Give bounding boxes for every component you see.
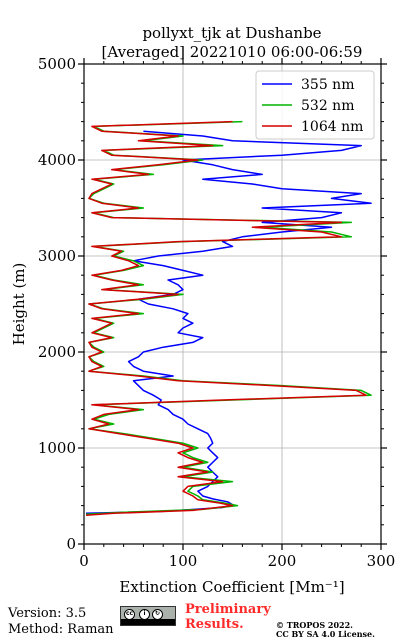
series-line-0 <box>85 130 372 515</box>
y-tick-label: 1000 <box>38 439 76 457</box>
legend: 355 nm 532 nm 1064 nm <box>255 70 375 140</box>
legend-label-355: 355 nm <box>301 77 354 93</box>
y-tick-label: 5000 <box>38 55 76 73</box>
x-tick-label: 0 <box>79 552 89 570</box>
legend-label-532: 532 nm <box>301 98 354 114</box>
x-axis-label: Extinction Coefficient [Mm⁻¹] <box>119 578 344 596</box>
y-tick-label: 3000 <box>38 247 76 265</box>
plot-lines <box>85 120 372 516</box>
x-tick-label: 300 <box>367 552 396 570</box>
series-line-1 <box>85 120 372 515</box>
chart-subtitle: [Averaged] 20221010 06:00-06:59 <box>102 43 363 61</box>
series-line-2 <box>85 120 367 516</box>
y-tick-label: 0 <box>66 535 76 553</box>
license-strip <box>121 619 175 625</box>
copyright-line-1: © TROPOS 2022. <box>276 620 353 630</box>
copyright-line-2: CC BY SA 4.0 License. <box>276 629 375 639</box>
x-tick-label: 200 <box>268 552 297 570</box>
y-tick-label: 2000 <box>38 343 76 361</box>
plot-frame <box>83 63 382 545</box>
legend-box <box>255 70 375 140</box>
preliminary-line-1: Preliminary <box>185 602 271 617</box>
x-tick-label: 100 <box>169 552 198 570</box>
preliminary-line-2: Results. <box>185 617 244 632</box>
chart-title: pollyxt_tjk at Dushanbe <box>142 24 321 42</box>
y-tick-label: 4000 <box>38 151 76 169</box>
y-axis-label: Height (m) <box>10 263 28 346</box>
preliminary-notice: Preliminary Results. <box>185 602 271 632</box>
method-text: Method: Raman <box>8 622 114 637</box>
cc-license-badge: cc i ↻ <box>120 606 176 626</box>
legend-label-1064: 1064 nm <box>301 119 363 135</box>
version-text: Version: 3.5 <box>8 606 87 621</box>
